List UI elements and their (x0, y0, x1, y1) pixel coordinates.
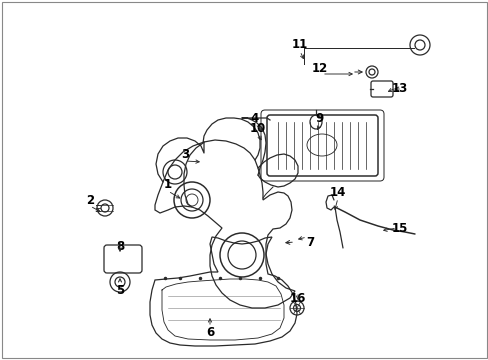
Text: 14: 14 (329, 185, 346, 198)
Text: 1: 1 (163, 179, 172, 192)
Text: 6: 6 (205, 327, 214, 339)
Text: 2: 2 (86, 194, 94, 207)
Text: 15: 15 (391, 221, 407, 234)
Text: 9: 9 (315, 112, 324, 125)
Text: 8: 8 (116, 239, 124, 252)
Text: 4: 4 (250, 112, 259, 125)
Text: 13: 13 (391, 81, 407, 94)
Text: 5: 5 (116, 284, 124, 297)
Text: 3: 3 (181, 148, 189, 162)
Text: 12: 12 (311, 62, 327, 75)
Text: 7: 7 (305, 235, 313, 248)
Text: 11: 11 (291, 39, 307, 51)
Text: 16: 16 (289, 292, 305, 305)
Text: 10: 10 (249, 122, 265, 135)
